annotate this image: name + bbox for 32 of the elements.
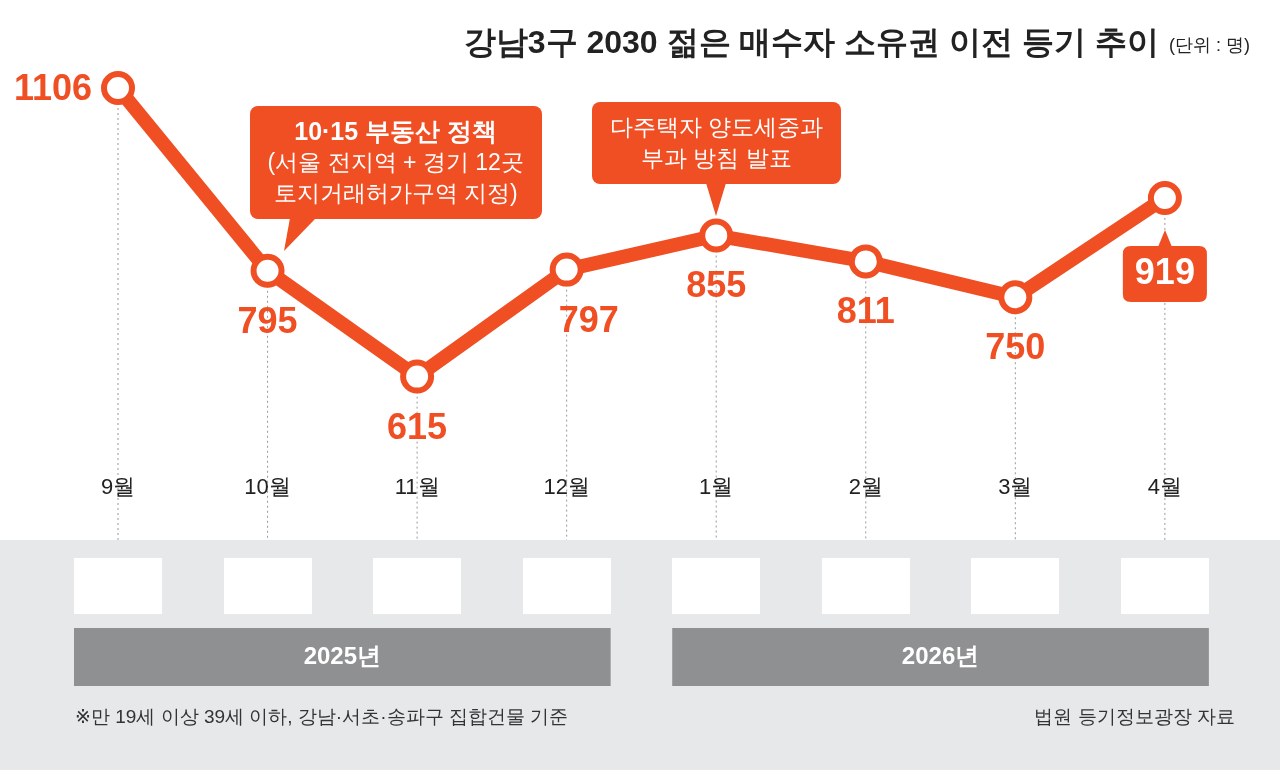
x-tick-label: 9월 — [100, 473, 136, 499]
annotation: 10·15 부동산 정책 (서울 전지역 + 경기 12곳 토지거래허가구역 지정) — [267, 115, 524, 208]
text: 2026년 — [901, 641, 980, 669]
point — [549, 252, 584, 287]
x-tick-label: 10월 — [244, 473, 291, 499]
point — [101, 71, 135, 105]
data-label: 615 — [387, 405, 448, 447]
data-label: 855 — [686, 264, 747, 306]
chart-title: 강남3구 2030 젊은 매수자 소유권 이전 등기 추이 — [463, 23, 1160, 60]
data-label: 1106 — [13, 66, 92, 108]
text: 2025년 — [303, 641, 382, 669]
point — [250, 253, 285, 288]
chart-subtitle: (단위 : 명) — [1169, 34, 1250, 55]
x-tick-label: 4월 — [1147, 473, 1183, 499]
data-label: 795 — [237, 299, 298, 341]
point — [1147, 180, 1182, 215]
data-label: 797 — [558, 298, 619, 340]
data-label: 919 — [1134, 250, 1195, 292]
data-label: 750 — [985, 326, 1046, 368]
text: 법원 등기정보광장 자료 — [1034, 706, 1235, 728]
x-tick-label: 11월 — [394, 473, 440, 499]
x-tick-label: 3월 — [998, 473, 1033, 499]
x-tick-label: 12월 — [543, 473, 590, 499]
annotation: 다주택자 양도세중과 부과 방침 발표 — [609, 112, 824, 173]
data-label: 811 — [836, 290, 895, 332]
x-tick-label: 2월 — [848, 473, 883, 499]
point — [699, 218, 734, 253]
point — [400, 359, 435, 394]
x-tick-label: 1월 — [699, 473, 734, 499]
text: ※만 19세 이상 39세 이하, 강남·서초·송파구 집합건물 기준 — [75, 706, 569, 728]
point — [998, 280, 1033, 315]
point — [848, 244, 883, 279]
